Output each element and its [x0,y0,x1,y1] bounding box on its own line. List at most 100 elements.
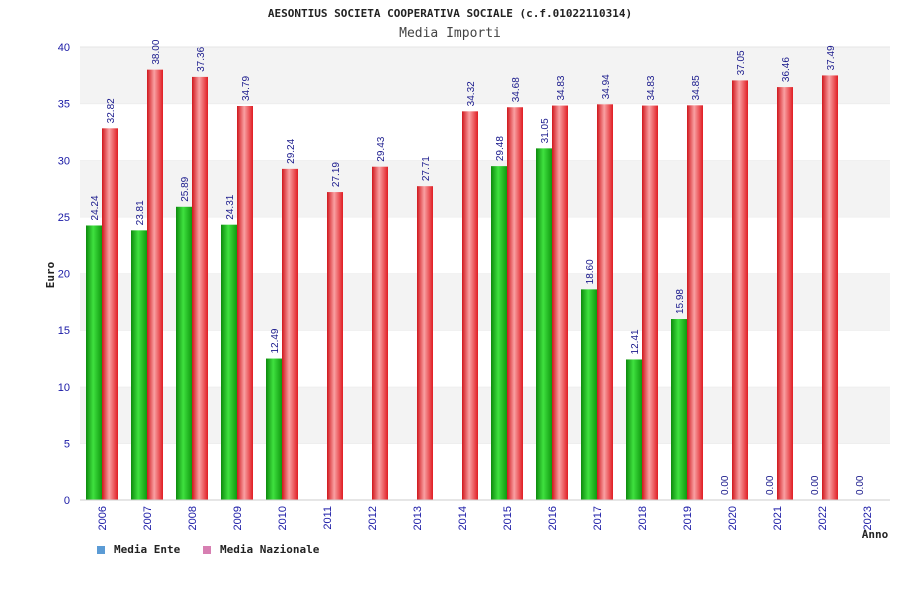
grid-bands [80,46,890,500]
legend-swatch-nazionale [203,546,211,554]
value-label: 37.36 [196,46,207,71]
grid-band [80,103,890,161]
value-label: 23.81 [135,200,146,225]
bar-media-ente [536,148,552,500]
value-label: 0.00 [720,475,731,495]
x-tick-label: 2015 [502,506,514,530]
value-label: 34.85 [691,75,702,100]
value-label: 34.94 [601,74,612,99]
value-label: 18.60 [585,259,596,284]
bar-media-nazionale [822,75,838,500]
value-label: 0.00 [810,475,821,495]
chart-subtitle: Media Importi [399,26,501,41]
value-label: 31.05 [540,118,551,143]
bar-media-nazionale [597,104,613,500]
bar-media-nazionale [642,105,658,501]
x-tick-label: 2008 [187,506,199,530]
bar-media-nazionale [282,168,298,500]
value-label: 36.46 [781,57,792,82]
x-tick-label: 2019 [682,506,694,530]
bar-media-nazionale [192,76,208,500]
bar-media-ente [221,224,237,500]
bar-media-nazionale [237,106,253,501]
bar-media-nazionale [102,128,118,500]
grid-band [80,216,890,274]
x-tick-label: 2006 [97,506,109,530]
bar-media-nazionale [777,87,793,500]
value-label: 37.49 [826,45,837,70]
value-label: 29.43 [376,136,387,161]
bar-media-nazionale [507,107,523,501]
bar-media-nazionale [732,80,748,500]
x-tick-label: 2016 [547,506,559,530]
bar-media-nazionale [552,105,568,501]
value-label: 24.31 [225,194,236,219]
x-tick-label: 2011 [322,506,334,530]
bar-media-ente [491,166,507,500]
value-label: 27.71 [421,156,432,181]
value-label: 0.00 [855,475,866,495]
legend-label-ente: Media Ente [114,543,181,556]
grid-band [80,386,890,444]
bar-media-ente [131,230,147,500]
x-tick-label: 2007 [142,506,154,530]
bar-media-ente [581,289,597,500]
grid-band [80,47,890,104]
value-label: 15.98 [675,289,686,314]
value-label: 29.48 [495,136,506,161]
value-label: 34.68 [511,77,522,102]
bar-media-nazionale [372,166,388,500]
value-label: 0.00 [765,475,776,495]
x-tick-label: 2023 [862,506,874,530]
y-tick-label: 25 [58,212,70,224]
y-tick-label: 40 [58,42,70,54]
y-tick-label: 20 [58,269,70,281]
legend-label-nazionale: Media Nazionale [220,543,320,556]
y-axis-label: Euro [44,261,57,288]
value-label: 27.19 [331,162,342,187]
value-label: 34.83 [556,75,567,100]
bar-media-nazionale [687,105,703,500]
bar-media-nazionale [327,192,343,501]
x-tick-label: 2010 [277,506,289,530]
bar-media-nazionale [147,69,163,501]
value-label: 25.89 [180,176,191,201]
value-label: 34.32 [466,81,477,106]
x-tick-label: 2013 [412,506,424,530]
value-label: 34.83 [646,75,657,100]
y-tick-label: 5 [64,438,70,450]
x-tick-label: 2017 [592,506,604,530]
value-label: 37.05 [736,50,747,75]
value-label: 12.41 [630,329,641,354]
bars [86,69,838,501]
legend-swatch-ente [97,546,105,554]
grid-band [80,443,890,500]
value-label: 34.79 [241,76,252,101]
x-tick-label: 2021 [772,506,784,530]
y-tick-label: 10 [58,382,70,394]
grid-band [80,330,890,387]
value-label: 24.24 [90,195,101,220]
y-tick-label: 35 [58,99,70,111]
x-tick-label: 2014 [457,506,469,530]
chart-title: AESONTIUS SOCIETA COOPERATIVA SOCIALE (c… [268,7,632,20]
bar-media-ente [626,359,642,500]
value-label: 38.00 [151,39,162,64]
x-tick-label: 2009 [232,506,244,530]
grid-band [80,273,890,331]
x-tick-label: 2022 [817,506,829,530]
value-labels: 24.24 32.82 23.81 38.00 25.89 37.36 24.31 34.79… [90,39,866,495]
x-tick-label: 2018 [637,506,649,530]
bar-media-nazionale [417,186,433,500]
bar-media-nazionale [462,111,478,501]
bar-media-ente [86,225,102,500]
x-ticks: 2006 2007 2008 2009 2010 2011 2012 2013 2014 2015… [97,506,874,530]
x-axis-label: Anno [862,528,889,541]
y-ticks: 0 5 10 15 20 25 30 35 40 [58,42,70,507]
bar-media-ente [266,358,282,500]
x-tick-label: 2020 [727,506,739,530]
value-label: 29.24 [286,138,297,163]
legend: Media Ente Media Nazionale [97,543,320,556]
grid-band [80,160,890,217]
